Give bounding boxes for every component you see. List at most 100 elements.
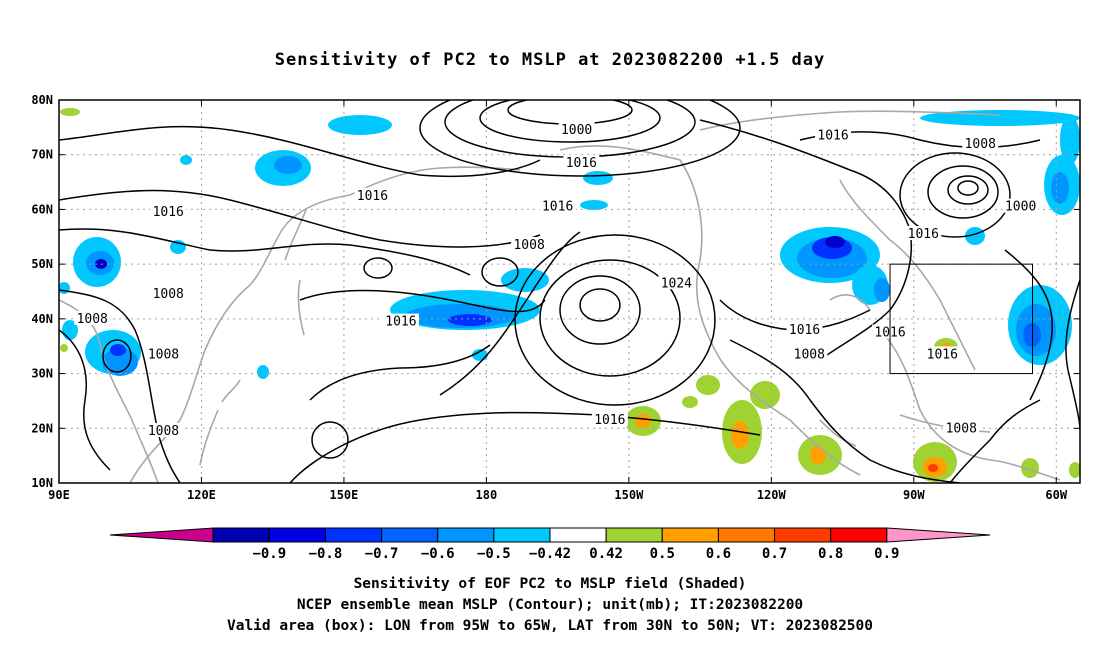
shading-blob <box>180 155 192 165</box>
colorbar-segment <box>493 527 551 543</box>
x-tick-label: 150W <box>614 488 644 502</box>
contour-high-pacific <box>514 234 716 406</box>
colorbar-label: −0.5 <box>477 546 511 562</box>
contour-label: 1008 <box>148 424 179 439</box>
shading-blob <box>583 171 613 185</box>
caption-block: Sensitivity of EOF PC2 to MSLP field (Sh… <box>0 574 1100 637</box>
contour-label-bg <box>150 286 187 301</box>
map-plot-area: 1000 1016 1016 1008 1016 1016 1016 1000 1008 1016… <box>59 100 1080 483</box>
colorbar-segment <box>549 527 607 543</box>
contour-isobar <box>59 289 181 483</box>
caption-line-shaded: Sensitivity of EOF PC2 to MSLP field (Sh… <box>353 576 747 592</box>
x-tick-label: 120W <box>757 488 787 502</box>
contour-label-bg <box>511 236 548 251</box>
shading-blob <box>696 375 720 395</box>
shading-blob <box>60 108 80 116</box>
contour-high-pacific <box>539 259 681 377</box>
contour-label: 1016 <box>385 315 416 330</box>
x-tick-label: 180 <box>476 488 498 502</box>
y-tick-label: 40N <box>31 312 53 326</box>
contour-label: 1008 <box>965 137 996 152</box>
contour-low-arctic <box>419 100 741 177</box>
colorbar-segment <box>212 527 270 543</box>
contour-isobar <box>59 189 541 248</box>
contour-label: 1016 <box>789 323 820 338</box>
contour-label: 1008 <box>946 421 977 436</box>
coastline-segment <box>699 110 1001 131</box>
contour-label: 1016 <box>908 227 939 242</box>
coastline-segment <box>879 329 1061 481</box>
axis-ticks: 90E 120E 150E 180 150W 120W 90W 60W 10N 20N 30N 40N… <box>31 93 1080 502</box>
y-tick-label: 20N <box>31 421 53 435</box>
contour-label-bg <box>786 321 823 336</box>
contour-low-arctic <box>444 100 696 158</box>
contour-label: 1008 <box>153 287 184 302</box>
contour-isobar <box>1065 279 1080 431</box>
contour-isobar <box>699 119 913 361</box>
contour-label-bg <box>962 135 999 150</box>
contour-label: 1008 <box>148 347 179 362</box>
shading-blob <box>810 446 826 464</box>
colorbar-arrow-low <box>109 527 214 543</box>
contour-low-hudson <box>927 165 999 219</box>
contour-label-bg <box>558 122 595 137</box>
colorbar-label: −0.7 <box>365 546 399 562</box>
contour-label-bg <box>943 420 980 435</box>
map-title: Sensitivity of PC2 to MSLP at 2023082200… <box>274 50 826 70</box>
colorbar-label: 0.9 <box>874 546 899 562</box>
contour-label: 1008 <box>77 312 108 327</box>
coastline-segment <box>199 379 241 466</box>
colorbar-segment <box>437 527 495 543</box>
shading-blob <box>731 421 749 449</box>
colorbar-arrow-high <box>886 527 991 543</box>
contour-label-bg <box>905 226 942 241</box>
contour-labels: 1000 1016 1016 1008 1016 1016 1016 1000 1008 1016… <box>74 122 1039 439</box>
contour-isobar <box>309 344 491 401</box>
x-tick-label: 150E <box>329 488 358 502</box>
colorbar-segment <box>661 527 719 543</box>
contour-label: 1024 <box>661 276 692 291</box>
x-tick-label: 90W <box>903 488 925 502</box>
contour-small-cell <box>311 421 349 459</box>
shading-blob <box>920 110 1080 126</box>
y-tick-label: 70N <box>31 148 53 162</box>
contour-label-bg <box>382 313 419 328</box>
contour-label: 1016 <box>817 129 848 144</box>
colorbar-segment <box>830 527 888 543</box>
contour-label-bg <box>658 275 695 290</box>
shading-blob <box>501 268 549 292</box>
shading-blob <box>580 200 608 210</box>
coastline-segment <box>559 145 861 476</box>
contour-low-hudson <box>947 175 989 205</box>
y-tick-label: 80N <box>31 93 53 107</box>
sensitivity-shading <box>59 108 1080 482</box>
colorbar-label: −0.42 <box>529 546 571 562</box>
contour-isobar <box>1004 249 1053 401</box>
colorbar-segment <box>717 527 776 543</box>
contour-label-bg <box>354 187 391 202</box>
contour-high-pacific <box>579 288 621 322</box>
contour-isobar <box>299 289 546 313</box>
contour-label-bg <box>815 127 852 142</box>
contour-isobar <box>59 329 111 471</box>
contour-small-cell <box>481 257 519 287</box>
x-tick-label: 60W <box>1045 488 1067 502</box>
colorbar-segment <box>324 527 383 543</box>
shading-blob <box>965 227 985 245</box>
contour-label-bg <box>1002 198 1039 213</box>
contour-label: 1000 <box>561 123 592 138</box>
contour-small-cell <box>363 257 393 279</box>
y-tick-label: 10N <box>31 476 53 490</box>
plot-frame <box>58 99 1081 484</box>
colorbar-label: 0.7 <box>762 546 787 562</box>
contour-label: 1016 <box>357 189 388 204</box>
colorbar-label: 0.42 <box>589 546 623 562</box>
shading-blob <box>1060 115 1080 165</box>
contour-label-bg <box>74 310 111 325</box>
shading-blob <box>110 344 126 356</box>
colorbar-label: −0.6 <box>421 546 455 562</box>
coastline-segment <box>819 294 871 447</box>
y-tick-label: 30N <box>31 367 53 381</box>
colorbar-segment <box>381 527 439 543</box>
